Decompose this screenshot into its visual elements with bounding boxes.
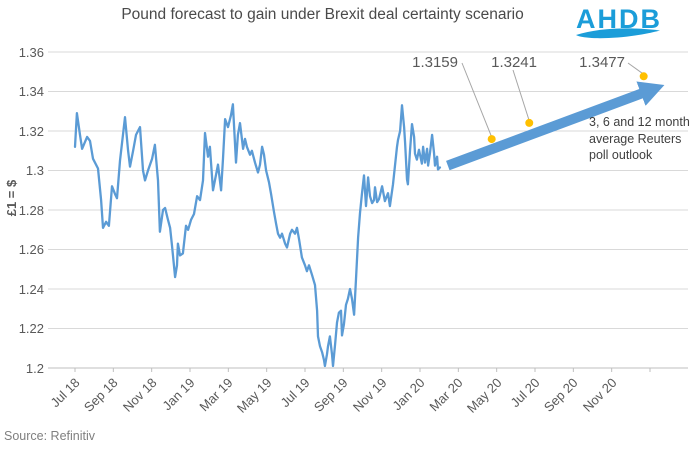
y-tick-label: 1.3 (25, 163, 44, 178)
forecast-label-3month: 1.3159 (412, 54, 458, 71)
source-note: Source: Refinitiv (4, 429, 96, 443)
ahdb-logo: AHDB (576, 4, 660, 39)
forecast-leader-line (627, 62, 644, 75)
forecast-label-12month: 1.3477 (579, 54, 625, 71)
forecast-dot (639, 72, 648, 81)
chart-title: Pound forecast to gain under Brexit deal… (121, 6, 524, 23)
annotation-note: 3, 6 and 12 month average Reuters poll o… (589, 115, 690, 162)
forecast-leader-line (512, 69, 530, 122)
y-tick-label: 1.28 (18, 202, 44, 218)
y-tick-label: 1.36 (18, 44, 44, 60)
y-tick-label: 1.24 (18, 281, 44, 297)
forecast-dot (525, 118, 534, 127)
series-layer (73, 103, 442, 368)
annotation-layer (446, 62, 665, 171)
ahdb-logo-swoosh (576, 28, 660, 39)
forecast-arrow (446, 81, 665, 171)
forecast-leader-line (461, 62, 493, 138)
forecast-dot (487, 135, 496, 144)
y-tick-label: 1.26 (18, 242, 44, 257)
y-tick-label: 1.34 (18, 84, 44, 99)
y-tick-label: 1.2 (25, 360, 44, 376)
y-tick-label: 1.32 (18, 123, 44, 139)
gridlines (48, 51, 688, 372)
forecast-label-6month: 1.3241 (491, 54, 537, 71)
exchange-rate-line (73, 103, 442, 368)
y-tick-label: 1.22 (18, 321, 44, 336)
